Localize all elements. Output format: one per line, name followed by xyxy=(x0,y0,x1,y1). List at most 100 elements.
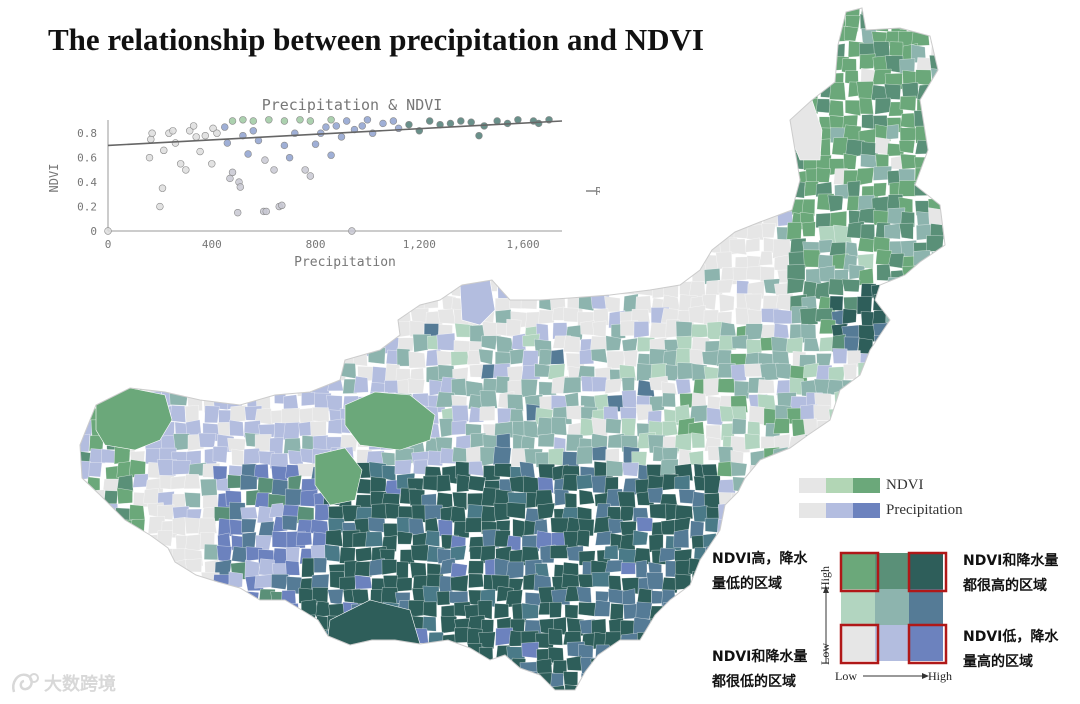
map-region xyxy=(674,603,691,622)
map-region xyxy=(898,462,916,478)
map-region xyxy=(183,632,198,650)
map-region xyxy=(327,349,346,368)
map-region xyxy=(242,381,258,400)
map-region xyxy=(440,700,456,704)
map-region xyxy=(281,294,301,308)
map-region xyxy=(619,656,635,675)
map-region xyxy=(113,446,131,465)
map-region xyxy=(132,533,147,552)
map-region xyxy=(342,685,358,690)
map-region xyxy=(649,632,668,648)
map-region xyxy=(230,405,247,423)
map-region xyxy=(103,576,120,590)
map-region xyxy=(343,670,359,689)
map-region xyxy=(646,68,664,88)
map-region xyxy=(773,418,790,434)
map-region xyxy=(244,607,264,622)
map-region xyxy=(701,604,720,623)
map-region xyxy=(158,295,174,315)
map-region xyxy=(605,418,622,434)
map-region xyxy=(104,547,121,567)
map-region xyxy=(215,362,234,381)
map-region xyxy=(204,324,221,342)
scatter-point xyxy=(145,153,154,162)
map-region xyxy=(258,676,276,690)
map-region xyxy=(832,534,849,549)
scatter-point xyxy=(379,119,387,128)
map-region xyxy=(119,534,136,554)
matrix-y-low-label: Low xyxy=(818,643,832,665)
scatter-point xyxy=(475,131,483,140)
map-region xyxy=(269,630,286,648)
map-region xyxy=(100,448,117,464)
map-region xyxy=(258,558,275,577)
map-region xyxy=(761,26,778,44)
map-region xyxy=(312,643,331,662)
map-region xyxy=(287,630,306,648)
map-region xyxy=(142,307,162,325)
map-region xyxy=(103,561,122,581)
map-region xyxy=(241,282,259,297)
map-region xyxy=(930,251,945,268)
map-region xyxy=(943,436,945,451)
map-region xyxy=(312,334,327,351)
map-region xyxy=(634,69,649,87)
map-region xyxy=(281,407,301,425)
map-region xyxy=(947,3,964,20)
map-region xyxy=(715,154,734,170)
map-region xyxy=(185,671,203,685)
scatter-point xyxy=(327,116,335,124)
map-region xyxy=(913,249,931,267)
map-region xyxy=(547,685,568,690)
map-region xyxy=(631,308,651,324)
map-region xyxy=(397,295,411,312)
map-region xyxy=(99,604,116,621)
map-region xyxy=(705,197,722,215)
map-region xyxy=(688,304,707,325)
map-region xyxy=(61,297,78,312)
map-region xyxy=(451,673,466,690)
map-region xyxy=(187,659,205,679)
map-region xyxy=(116,605,134,623)
map-region xyxy=(157,644,175,662)
map-region xyxy=(941,337,945,357)
map-region xyxy=(591,376,608,392)
map-region xyxy=(301,391,316,407)
map-region xyxy=(325,529,344,547)
map-region xyxy=(201,368,220,384)
map-region xyxy=(226,338,245,355)
map-region xyxy=(257,296,277,312)
map-region xyxy=(841,278,861,293)
map-region xyxy=(104,380,121,395)
map-region xyxy=(899,12,916,31)
map-region xyxy=(776,8,793,16)
map-region xyxy=(673,114,692,130)
map-region xyxy=(844,394,862,409)
map-region xyxy=(677,196,693,213)
map-region xyxy=(590,674,608,688)
map-region xyxy=(748,464,766,484)
map-region xyxy=(145,688,164,690)
scatter-point xyxy=(262,207,270,216)
map-region xyxy=(834,389,850,407)
map-region xyxy=(743,632,762,647)
map-region xyxy=(451,420,467,436)
map-region xyxy=(591,571,611,588)
map-region xyxy=(578,601,597,617)
map-region xyxy=(677,182,693,198)
map-region xyxy=(241,518,257,534)
map-region xyxy=(831,689,851,690)
map-region xyxy=(103,647,121,663)
map-region xyxy=(941,447,945,465)
map-region xyxy=(63,605,76,619)
map-region xyxy=(480,505,496,523)
map-region xyxy=(314,670,335,688)
map-region xyxy=(352,673,368,690)
map-region xyxy=(902,380,919,397)
map-region xyxy=(763,44,780,64)
map-region xyxy=(215,296,233,312)
map-region xyxy=(116,561,133,581)
map-region xyxy=(787,445,803,465)
map-region xyxy=(886,350,904,365)
map-region xyxy=(183,473,201,490)
